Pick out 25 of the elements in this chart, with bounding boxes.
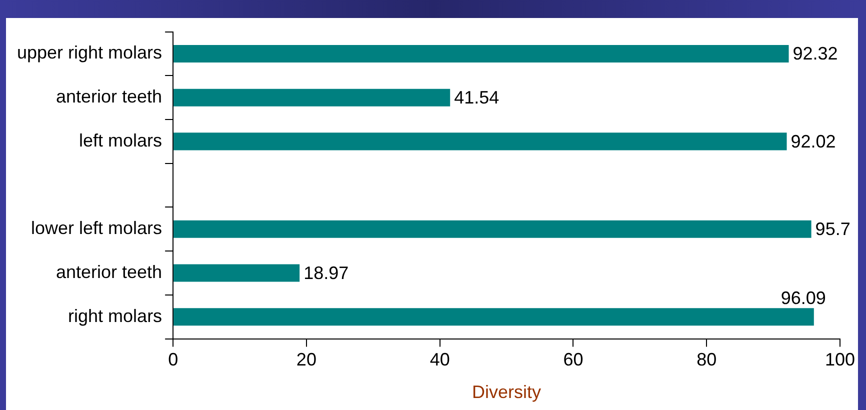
x-tick-label: 20 [296, 350, 316, 370]
data-label: 95.7 [815, 219, 850, 240]
bar [174, 88, 450, 106]
x-axis-title: Diversity [472, 382, 542, 402]
y-tick-label: upper right molars [16, 42, 162, 63]
bar [174, 132, 787, 150]
data-label: 18.97 [304, 262, 349, 283]
data-label: 92.32 [792, 44, 838, 64]
bar [174, 308, 814, 326]
y-tick-label: right molars [68, 306, 162, 326]
y-tick-label: anterior teeth [56, 262, 162, 282]
x-tick-label: 60 [563, 350, 584, 370]
y-tick-label: anterior teeth [56, 86, 162, 107]
x-tick-label: 40 [430, 350, 450, 370]
y-tick-label: left molars [79, 130, 162, 150]
bar [174, 44, 789, 62]
data-label: 96.09 [780, 288, 826, 308]
data-label: 41.54 [454, 88, 500, 108]
x-tick-label: 0 [168, 350, 178, 370]
bar [174, 220, 812, 238]
x-tick-label: 80 [696, 350, 717, 370]
data-label: 92.02 [790, 131, 836, 152]
x-tick-label: 100 [824, 350, 856, 370]
bar [174, 264, 300, 282]
y-tick-label: lower left molars [31, 218, 162, 238]
